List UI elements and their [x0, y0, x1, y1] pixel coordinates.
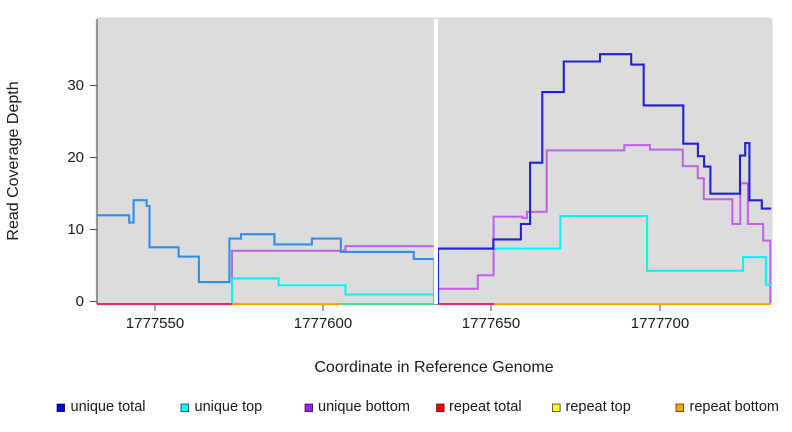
svg-text:1777600: 1777600: [294, 315, 352, 332]
svg-text:30: 30: [67, 77, 84, 94]
svg-text:1777700: 1777700: [631, 315, 689, 332]
svg-text:repeat total: repeat total: [449, 399, 522, 415]
svg-text:1777550: 1777550: [126, 315, 184, 332]
svg-text:1777650: 1777650: [462, 315, 520, 332]
svg-text:repeat bottom: repeat bottom: [690, 399, 779, 415]
svg-text:10: 10: [67, 221, 84, 238]
svg-text:unique top: unique top: [195, 399, 263, 415]
svg-text:Read Coverage Depth: Read Coverage Depth: [5, 81, 22, 240]
svg-text:20: 20: [67, 149, 84, 166]
svg-text:Coordinate in Reference Genome: Coordinate in Reference Genome: [314, 359, 553, 376]
svg-text:unique bottom: unique bottom: [318, 399, 410, 415]
svg-text:unique total: unique total: [71, 399, 146, 415]
svg-text:0: 0: [76, 293, 84, 310]
svg-text:repeat top: repeat top: [566, 399, 631, 415]
